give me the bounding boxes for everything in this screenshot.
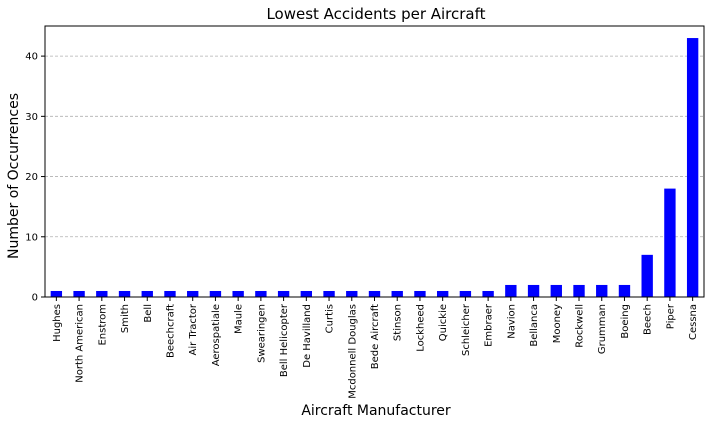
y-axis-ticks: 0 10 20 30 40 (25, 52, 45, 304)
x-tick-label: Bell Helicopter (279, 303, 290, 377)
bar-lockheed (414, 290, 426, 297)
bar-beechcraft (164, 290, 176, 297)
y-axis-label: Number of Occurrences (6, 93, 22, 259)
x-tick-label: Curtis (325, 304, 336, 333)
x-tick-label: Bellanca (529, 304, 540, 347)
x-tick-label: Beech (643, 304, 654, 335)
bar-rockwell (573, 284, 585, 297)
x-axis-label: Aircraft Manufacturer (301, 403, 451, 419)
bar-beech (641, 254, 653, 297)
bar-quickie (436, 290, 449, 297)
bars (50, 38, 699, 298)
bar-hughes (50, 290, 63, 297)
plot-frame (44, 25, 705, 298)
x-tick-label: Quickie (438, 304, 449, 341)
y-tick-label: 40 (25, 52, 38, 63)
bar-mooney (550, 284, 562, 297)
bar-smith (118, 290, 131, 297)
x-tick-label: Embraer (484, 303, 495, 347)
x-tick-label: Boeing (620, 304, 631, 339)
bar-de-havilland (300, 290, 313, 297)
bar-enstrom (96, 290, 108, 297)
bar-embraer (482, 290, 494, 297)
bar-swearingen (255, 290, 267, 297)
x-tick-label: Schleicher (461, 303, 472, 356)
x-tick-label: Stinson (393, 304, 404, 341)
bar-mcdonnell-douglas (346, 290, 358, 297)
x-axis-ticks: Hughes North American Enstrom Smith Bell Beec… (52, 297, 699, 399)
grid-lines (45, 55, 704, 238)
y-tick-label: 20 (25, 172, 38, 183)
bar-bell (141, 290, 153, 297)
x-tick-label: Lockheed (415, 304, 426, 352)
x-tick-label: North American (75, 304, 86, 383)
bar-north-american (73, 290, 85, 297)
bar-air-tractor (187, 290, 199, 297)
x-tick-label: Beechcraft (165, 304, 176, 358)
y-tick-label: 30 (25, 112, 38, 123)
bar-maule (232, 290, 244, 297)
y-tick-label: 10 (25, 232, 38, 243)
x-tick-label: Grumman (597, 304, 608, 354)
x-tick-label: Hughes (52, 304, 63, 342)
x-tick-label: Smith (120, 304, 131, 333)
x-tick-label: Maule (234, 304, 245, 334)
bar-bellanca (527, 284, 540, 297)
x-tick-label: Bell (143, 304, 154, 323)
x-tick-label: Navion (506, 304, 517, 339)
bar-stinson (391, 290, 403, 297)
x-tick-label: Air Tractor (188, 303, 199, 355)
x-tick-label: Rockwell (575, 304, 586, 348)
bar-schleicher (459, 290, 472, 297)
x-tick-label: Piper (665, 303, 676, 329)
x-tick-label: Mcdonnell Douglas (347, 304, 358, 399)
bar-piper (664, 188, 676, 297)
bar-navion (505, 284, 517, 297)
bar-cessna (686, 38, 699, 298)
chart-title: Lowest Accidents per Aircraft (266, 5, 485, 23)
y-tick-label: 0 (32, 293, 38, 304)
bar-bell-helicopter (277, 290, 290, 297)
x-tick-label: Cessna (688, 304, 699, 340)
x-tick-label: Enstrom (97, 304, 108, 346)
bar-bede-aircraft (368, 290, 381, 297)
bar-grumman (596, 284, 608, 297)
x-tick-label: Mooney (552, 304, 563, 343)
x-tick-label: Bede Aircraft (370, 304, 381, 369)
bar-boeing (618, 284, 631, 297)
x-tick-label: Swearingen (256, 304, 267, 363)
bar-curtis (323, 290, 335, 297)
x-tick-label: De Havilland (302, 304, 313, 368)
bar-aerospatiale (209, 290, 222, 297)
x-tick-label: Aerospatiale (211, 304, 222, 366)
